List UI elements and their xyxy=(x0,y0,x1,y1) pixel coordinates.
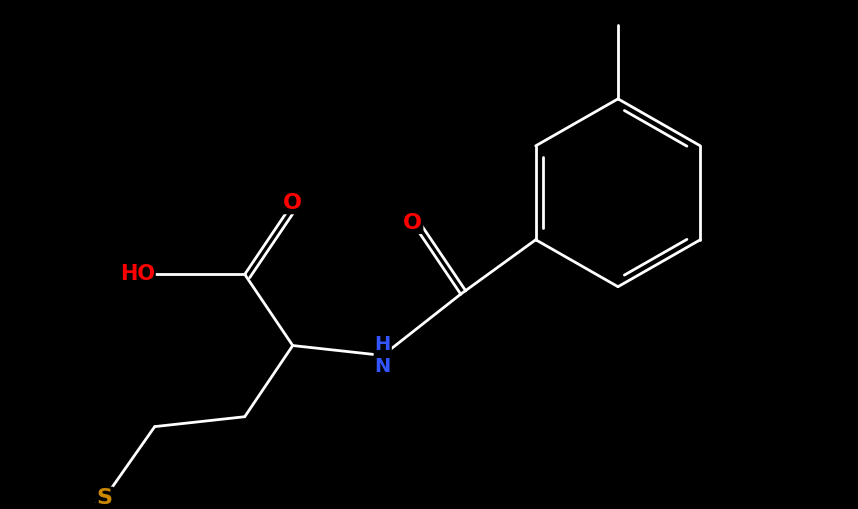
Text: O: O xyxy=(283,193,302,213)
Text: S: S xyxy=(97,488,112,508)
Text: HO: HO xyxy=(120,264,154,285)
Text: H
N: H N xyxy=(375,335,391,376)
Text: O: O xyxy=(403,213,422,233)
